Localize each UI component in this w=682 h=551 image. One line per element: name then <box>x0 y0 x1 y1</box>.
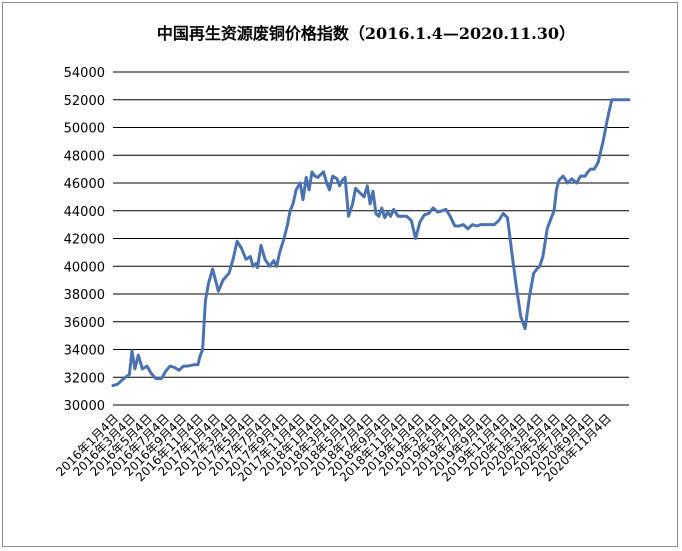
y-tick-label: 34000 <box>64 344 105 359</box>
y-tick-label: 30000 <box>64 399 105 414</box>
y-tick-label: 44000 <box>64 205 105 220</box>
y-tick-label: 32000 <box>64 371 105 386</box>
y-tick-label: 48000 <box>64 149 105 164</box>
y-tick-label: 38000 <box>64 288 105 303</box>
line-chart: 中国再生资源废铜价格指数（2016.1.4—2020.11.30） 300003… <box>53 24 631 484</box>
y-tick-label: 36000 <box>64 316 105 331</box>
y-tick-label: 42000 <box>64 233 105 248</box>
series-layer <box>111 98 631 388</box>
chart-title: 中国再生资源废铜价格指数（2016.1.4—2020.11.30） <box>157 24 575 43</box>
x-axis-tick-labels: 2016年1月4日2016年3月4日2016年5月4日2016年7月4日2016… <box>53 411 614 484</box>
y-tick-label: 54000 <box>64 66 105 81</box>
y-tick-label: 52000 <box>64 94 105 109</box>
gridlines <box>113 71 629 406</box>
y-tick-label: 46000 <box>64 177 105 192</box>
y-tick-label: 40000 <box>64 260 105 275</box>
y-tick-label: 50000 <box>64 122 105 137</box>
series-line-0 <box>111 98 631 388</box>
y-axis-tick-labels: 30000 32000 34000 36000 38000 40000 42000 44000… <box>64 66 105 414</box>
